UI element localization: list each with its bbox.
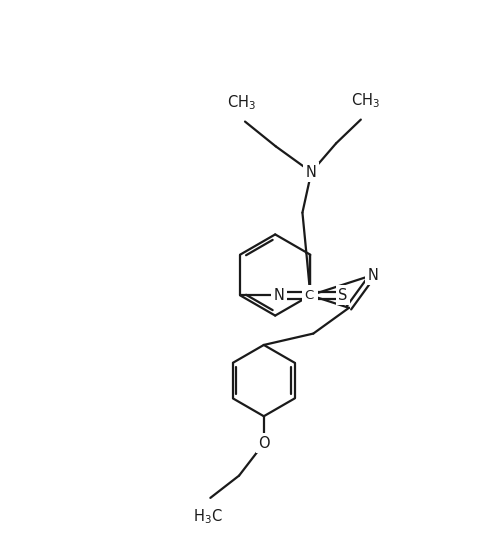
- Text: N: N: [367, 267, 378, 283]
- Text: O: O: [258, 436, 270, 451]
- Text: C: C: [305, 289, 314, 302]
- Text: N: N: [273, 288, 284, 303]
- Text: H$_3$C: H$_3$C: [193, 507, 223, 526]
- Text: CH$_3$: CH$_3$: [226, 94, 255, 112]
- Text: N: N: [306, 164, 317, 179]
- Text: N: N: [305, 288, 316, 303]
- Text: S: S: [338, 288, 348, 303]
- Text: CH$_3$: CH$_3$: [351, 91, 380, 110]
